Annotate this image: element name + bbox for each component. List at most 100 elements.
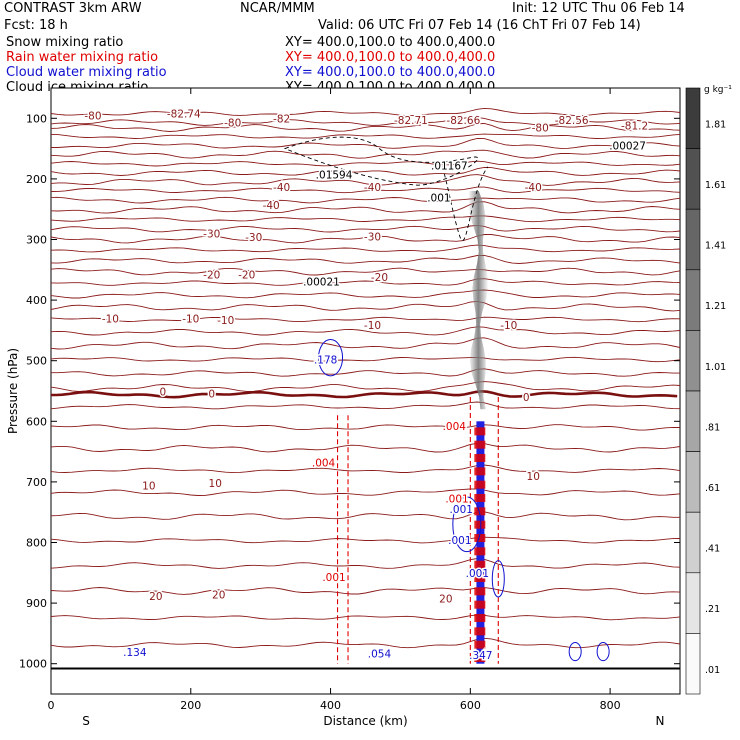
y-tick-label: 800 [26, 537, 47, 550]
field-label-rain: Rain water mixing ratio [6, 50, 159, 65]
temperature-label: -40 [364, 182, 381, 194]
cloud-ice-plume [468, 191, 489, 410]
temperature-low-label: -82.66 [446, 115, 480, 127]
temperature-high-label: .00027 [609, 141, 646, 153]
isotherm-line [50, 224, 681, 233]
cloud-water-contour [596, 641, 610, 662]
isotherm-line [50, 160, 681, 167]
model-center-label: NCAR/MMM [240, 1, 315, 16]
colorbar-label: .61 [705, 483, 720, 494]
cloud-water-label: .134 [123, 647, 147, 659]
temperature-label: -40 [273, 182, 290, 194]
field-xy-snow: XY= 400.0,100.0 to 400.0,400.0 [285, 35, 496, 50]
colorbar-label: 1.01 [705, 362, 726, 373]
temperature-low-label: -81.2 [621, 121, 648, 133]
isotherm-line [51, 137, 681, 149]
plot-title: CONTRAST 3km ARW [4, 1, 142, 16]
snow-label: .01594 [316, 170, 353, 182]
cloud-water-contour [568, 641, 582, 662]
colorbar-label: 1.81 [705, 119, 726, 130]
isotherm-line [50, 337, 681, 350]
y-tick-label: 1000 [19, 658, 47, 671]
cloud-water-label: .347 [469, 650, 492, 662]
field-label-cloud-water: Cloud water mixing ratio [6, 65, 167, 80]
y-axis-label: Pressure (hPa) [6, 348, 20, 434]
isotherm-line [50, 356, 681, 363]
field-xy-cloud-water: XY= 400.0,100.0 to 400.0,400.0 [285, 65, 496, 80]
cloud-water-label: .001 [450, 504, 473, 516]
snow-label: .01167 [431, 161, 468, 173]
colorbar-label: .01 [705, 665, 720, 676]
precip-core-rain [474, 627, 486, 636]
temperature-label: -40 [525, 182, 542, 194]
temperature-label: -10 [217, 315, 234, 327]
temperature-label: -30 [245, 232, 262, 244]
x-axis-right-end-label: N [656, 714, 665, 728]
cloud-water-label: .001 [448, 535, 471, 547]
x-axis-label: Distance (km) [323, 714, 407, 728]
x-tick-label: 0 [48, 699, 55, 712]
forecast-hour: Fcst: 18 h [4, 18, 68, 33]
rain-label: .004 [312, 458, 336, 470]
isotherm-line [50, 166, 681, 176]
precip-core-rain [474, 574, 486, 583]
temperature-label: 0 [523, 392, 530, 404]
isotherm-line [50, 116, 681, 126]
temperature-label: -30 [203, 228, 220, 240]
precip-core-rain [474, 547, 486, 556]
temperature-label: 10 [142, 481, 155, 493]
isotherm-line [50, 123, 681, 132]
snow-label: .00021 [303, 276, 340, 288]
isotherm-line [50, 536, 681, 544]
isotherm-line [50, 316, 681, 323]
temperature-label: 0 [159, 387, 166, 399]
precip-core-rain [474, 640, 486, 649]
isotherm-line [50, 254, 681, 264]
colorbar-label: .41 [705, 544, 720, 555]
precip-core-rain [474, 494, 486, 503]
isotherm-line [50, 267, 681, 276]
colorbar-swatch [685, 390, 701, 452]
temperature-label: -80 [84, 110, 101, 122]
snow-label: .001 [427, 193, 450, 205]
isotherm-line [50, 133, 681, 139]
rain-label: .001 [322, 572, 345, 584]
temperature-label: -20 [203, 270, 220, 282]
precip-core-rain [474, 654, 486, 663]
temperature-label: -40 [263, 200, 280, 212]
temperature-label: 20 [439, 593, 452, 605]
temperature-label: 10 [209, 478, 222, 490]
colorbar-swatch [685, 633, 701, 695]
isotherm-line [50, 587, 681, 595]
y-tick-label: 400 [26, 294, 47, 307]
isotherm-line [50, 637, 681, 649]
colorbar-swatch [685, 511, 701, 574]
precip-core-cloud-water [476, 421, 485, 664]
colorbar-unit: g kg⁻¹ [704, 85, 732, 95]
precip-core-rain [474, 507, 486, 516]
temperature-label: 20 [149, 591, 162, 603]
x-axis-left-end-label: S [82, 714, 90, 728]
colorbar-swatch [685, 148, 701, 210]
cloud-water-label: .054 [368, 648, 392, 660]
isotherm-line [50, 215, 681, 223]
isotherm-line [50, 300, 681, 312]
temperature-label: -20 [371, 272, 388, 284]
temperature-low-label: -82.71 [394, 115, 428, 127]
precip-core-rain [474, 440, 486, 449]
colorbar-swatch [685, 330, 701, 392]
isotherm-line [50, 464, 681, 474]
colorbar-swatch [685, 572, 701, 634]
temperature-label: -20 [238, 270, 255, 282]
cloud-water-label: .001 [466, 568, 489, 580]
temperature-label: -10 [182, 313, 199, 325]
colorbar-swatch [685, 208, 701, 271]
colorbar-label: 1.61 [705, 180, 726, 191]
isotherm-line [50, 614, 681, 621]
isotherm-line [50, 511, 680, 521]
temperature-label: 0 [208, 388, 215, 400]
rain-label: .001 [445, 493, 468, 505]
temperature-label: -80 [532, 122, 549, 134]
colorbar-swatch [685, 451, 701, 513]
precip-core-rain [474, 480, 486, 489]
